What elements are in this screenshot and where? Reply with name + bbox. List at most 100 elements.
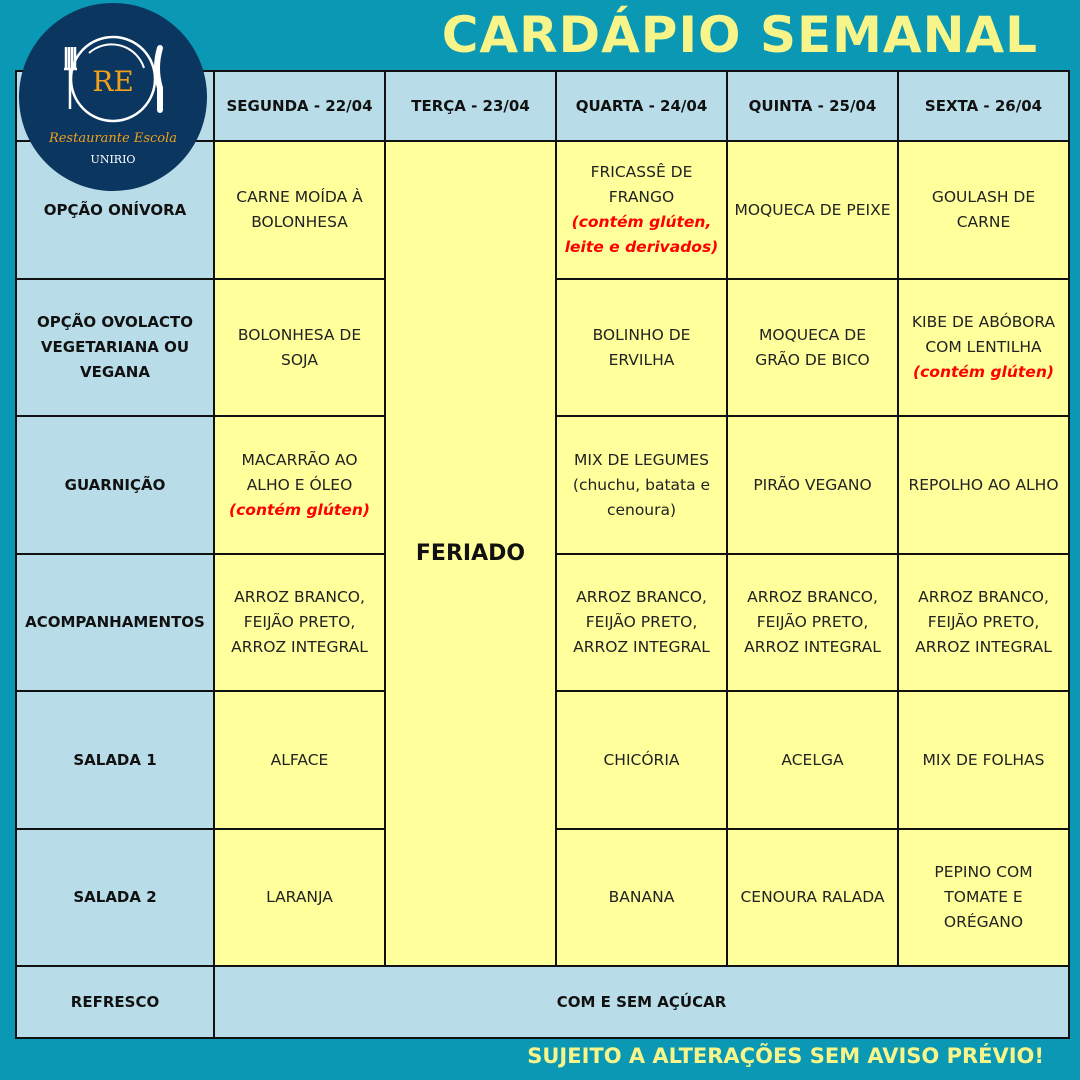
dish-text: CARNE	[956, 213, 1011, 231]
menu-cell: MOQUECA DE PEIXE	[726, 140, 899, 280]
disclaimer: SUJEITO A ALTERAÇÕES SEM AVISO PRÉVIO!	[527, 1044, 1044, 1068]
menu-cell: BOLINHO DE ERVILHA	[555, 278, 728, 417]
menu-cell: ACELGA	[726, 690, 899, 830]
dish-text: ACOMPANHAMENTOS	[25, 613, 205, 631]
svg-text:RE: RE	[92, 65, 134, 98]
dish-text: MACARRÃO AO	[241, 450, 358, 469]
allergen-note: leite e derivados)	[564, 238, 719, 256]
dish-text: ORÉGANO	[943, 913, 1024, 931]
row-label: GUARNIÇÃO	[15, 415, 215, 555]
dish-text: FEIJÃO PRETO,	[756, 613, 869, 631]
dish-text: PEPINO COM	[934, 863, 1033, 881]
dish-text: BOLINHO DE	[592, 325, 691, 344]
menu-cell: MIX DE LEGUMES (chuchu, batata e cenoura)	[555, 415, 728, 555]
day-header: QUINTA - 25/04	[726, 70, 899, 142]
dish-text: MOQUECA DE	[759, 325, 866, 344]
menu-cell: ALFACE	[213, 690, 386, 830]
dish-text: ARROZ BRANCO,	[747, 588, 878, 606]
allergen-note: (contém glúten)	[229, 500, 370, 519]
dish-text: LARANJA	[266, 888, 333, 906]
menu-cell: PIRÃO VEGANO	[726, 415, 899, 555]
menu-cell: GOULASH DE CARNE	[897, 140, 1070, 280]
day-header: SEGUNDA - 22/04	[213, 70, 386, 142]
dish-text: FEIJÃO PRETO,	[243, 613, 356, 631]
dish-text: CARNE MOÍDA À	[236, 188, 363, 206]
menu-row: GUARNIÇÃO MACARRÃO AO ALHO E ÓLEO (contém g…	[15, 415, 1070, 555]
menu-cell: MIX DE FOLHAS	[897, 690, 1070, 830]
dish-text: BANANA	[608, 888, 675, 906]
restaurant-logo: RE Restaurante Escola UNIRIO	[19, 3, 207, 191]
menu-cell: LARANJA	[213, 828, 386, 967]
drink-value: COM E SEM AÇÚCAR	[213, 965, 1070, 1039]
dish-text: SALADA 2	[73, 888, 157, 906]
drink-label: REFRESCO	[15, 965, 215, 1039]
menu-cell: ARROZ BRANCO, FEIJÃO PRETO, ARROZ INTEGRAL	[213, 553, 386, 692]
dish-text: GRÃO DE BICO	[755, 350, 870, 369]
dish-text: ACELGA	[781, 750, 844, 769]
dish-text: FRICASSÊ DE	[590, 163, 693, 181]
weekly-menu-table: SEGUNDA - 22/04 TERÇA - 23/04 QUARTA - 24/…	[15, 70, 1070, 1039]
dish-text: MIX DE FOLHAS	[922, 750, 1045, 769]
menu-cell: CARNE MOÍDA À BOLONHESA	[213, 140, 386, 280]
dish-text: PIRÃO VEGANO	[753, 475, 872, 494]
day-header: TERÇA - 23/04	[384, 70, 557, 142]
dish-text: OPÇÃO OVOLACTO	[37, 313, 193, 331]
row-label: SALADA 1	[15, 690, 215, 830]
dish-text: ARROZ INTEGRAL	[231, 638, 368, 656]
menu-row: ACOMPANHAMENTOS ARROZ BRANCO, FEIJÃO PRETO…	[15, 553, 1070, 692]
menu-row: SALADA 1 ALFACE CHICÓRIA ACELGA MIX DE FOLHA…	[15, 690, 1070, 830]
dish-text: COM LENTILHA	[925, 338, 1042, 356]
dish-text: VEGANA	[80, 363, 150, 381]
dish-text: ARROZ BRANCO,	[918, 588, 1049, 606]
menu-cell: CENOURA RALADA	[726, 828, 899, 967]
holiday-cell: FERIADO	[384, 140, 557, 967]
dish-text: ARROZ INTEGRAL	[915, 638, 1052, 656]
dish-text: GUARNIÇÃO	[64, 475, 166, 494]
dish-text: FEIJÃO PRETO,	[927, 613, 1040, 631]
dish-text: ARROZ INTEGRAL	[744, 638, 881, 656]
allergen-note: (contém glúten)	[913, 363, 1054, 381]
dish-text: SALADA 1	[73, 750, 157, 769]
menu-cell: BOLONHESA DE SOJA	[213, 278, 386, 417]
dish-text: OPÇÃO ONÍVORA	[43, 200, 187, 219]
menu-cell: MACARRÃO AO ALHO E ÓLEO (contém glúten)	[213, 415, 386, 555]
dish-text: TOMATE E	[944, 888, 1023, 906]
dish-text: ARROZ BRANCO,	[234, 588, 365, 606]
dish-text: ALHO E ÓLEO	[246, 475, 353, 494]
menu-cell: BANANA	[555, 828, 728, 967]
dish-text: VEGETARIANA OU	[40, 338, 190, 356]
row-label: ACOMPANHAMENTOS	[15, 553, 215, 692]
dish-text: GOULASH DE	[931, 188, 1036, 206]
dish-text: BOLONHESA DE	[237, 325, 362, 344]
dish-text: MOQUECA DE PEIXE	[734, 200, 891, 219]
row-label: OPÇÃO OVOLACTO VEGETARIANA OU VEGANA	[15, 278, 215, 417]
dish-text: cenoura)	[606, 500, 677, 519]
menu-cell: ARROZ BRANCO, FEIJÃO PRETO, ARROZ INTEGRAL	[555, 553, 728, 692]
dish-text: FEIJÃO PRETO,	[585, 613, 698, 631]
dish-text: ALFACE	[270, 750, 329, 769]
day-header: SEXTA - 26/04	[897, 70, 1070, 142]
dish-text: MIX DE LEGUMES	[574, 450, 709, 469]
dish-text: FRANGO	[608, 188, 675, 206]
dish-text: CHICÓRIA	[603, 750, 680, 769]
menu-cell: REPOLHO AO ALHO	[897, 415, 1070, 555]
menu-cell: FRICASSÊ DE FRANGO (contém glúten, leite e …	[555, 140, 728, 280]
menu-cell: ARROZ BRANCO, FEIJÃO PRETO, ARROZ INTEGRAL	[897, 553, 1070, 692]
dish-text: CENOURA RALADA	[740, 888, 885, 906]
dish-text: SOJA	[281, 350, 318, 369]
dish-text: ARROZ INTEGRAL	[573, 638, 710, 656]
day-header: QUARTA - 24/04	[555, 70, 728, 142]
menu-cell: ARROZ BRANCO, FEIJÃO PRETO, ARROZ INTEGRAL	[726, 553, 899, 692]
row-label: SALADA 2	[15, 828, 215, 967]
menu-cell: KIBE DE ABÓBORA COM LENTILHA (contém glúte…	[897, 278, 1070, 417]
menu-cell: MOQUECA DE GRÃO DE BICO	[726, 278, 899, 417]
dish-text: KIBE DE ABÓBORA	[911, 313, 1056, 331]
menu-row: OPÇÃO OVOLACTO VEGETARIANA OU VEGANA BOLONH…	[15, 278, 1070, 417]
menu-cell: PEPINO COM TOMATE E ORÉGANO	[897, 828, 1070, 967]
dish-text: (chuchu, batata e	[572, 475, 711, 494]
svg-text:Restaurante Escola: Restaurante Escola	[48, 131, 177, 146]
dish-text: ARROZ BRANCO,	[576, 588, 707, 606]
menu-cell: CHICÓRIA	[555, 690, 728, 830]
plate-cutlery-icon: RE Restaurante Escola UNIRIO	[48, 35, 177, 166]
svg-text:UNIRIO: UNIRIO	[91, 153, 136, 166]
